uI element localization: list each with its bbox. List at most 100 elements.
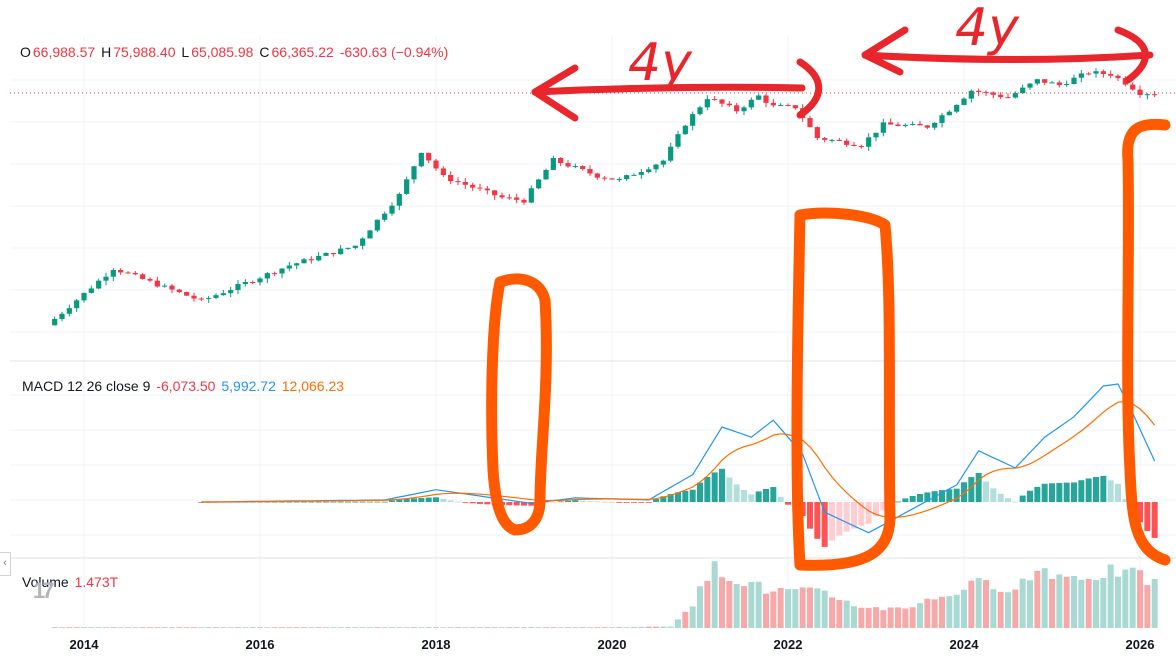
volume-bar — [161, 627, 168, 628]
volume-legend[interactable]: Volume 1.473T — [22, 574, 120, 590]
volume-bar — [499, 627, 505, 628]
macd-hist-bar — [755, 491, 762, 502]
candle-body — [616, 179, 622, 181]
macd-hist-bar — [418, 497, 425, 502]
macd-hist-bar — [645, 502, 652, 503]
macd-hist-bar — [1107, 480, 1114, 502]
tradingview-logo[interactable]: 17 — [33, 578, 55, 603]
volume-bar — [565, 627, 571, 628]
candle-body — [426, 152, 432, 161]
volume-bar — [946, 596, 953, 628]
candle-body — [81, 292, 87, 301]
candle-body — [257, 278, 263, 283]
volume-bar — [763, 593, 769, 628]
candle-body — [492, 190, 498, 196]
candle-body — [52, 318, 58, 326]
volume-bar — [521, 627, 527, 628]
candle-body — [74, 300, 80, 309]
candle-body — [631, 174, 637, 176]
volume-bar — [1063, 576, 1070, 628]
volume-bar — [147, 627, 153, 628]
candle-body — [1137, 89, 1143, 95]
volume-bar — [557, 627, 564, 628]
candle-body — [756, 95, 762, 100]
volume-bar — [807, 587, 813, 628]
volume-bar — [983, 580, 989, 628]
candle-body — [140, 274, 146, 279]
volume-bar — [667, 626, 674, 628]
volume-bar — [741, 586, 747, 628]
x-tick-label: 2022 — [773, 637, 803, 652]
volume-bar — [748, 581, 755, 628]
candle-body — [1093, 71, 1099, 74]
candle-body — [888, 122, 894, 125]
volume-bar — [1027, 580, 1033, 628]
candle-body — [836, 139, 842, 141]
volume-bar — [257, 627, 263, 628]
candle-body — [308, 259, 314, 261]
volume-bar — [381, 627, 388, 628]
macd-hist-bar — [315, 501, 322, 503]
macd-hist-bar — [1005, 498, 1011, 502]
volume-bar — [337, 627, 344, 628]
low-value: 65,085.98 — [191, 44, 254, 60]
candle-body — [154, 280, 160, 287]
candle-body — [477, 187, 483, 189]
volume-bar — [66, 627, 73, 628]
macd-hist-bar — [1019, 495, 1026, 502]
macd-hist-bar — [425, 497, 432, 502]
candle-body — [748, 99, 754, 108]
candle-body — [660, 160, 666, 165]
candle-body — [404, 179, 410, 194]
candle-body — [514, 197, 520, 200]
volume-bar — [1019, 578, 1026, 628]
candle-body — [462, 182, 468, 185]
candle-body — [792, 105, 798, 109]
candle-body — [580, 166, 586, 170]
volume-bar — [939, 596, 945, 628]
change-value: -630.63 (−0.94%) — [339, 44, 449, 60]
macd-legend[interactable]: MACD 12 26 close 9 -6,073.50 5,992.72 12… — [22, 378, 346, 394]
volume-bar — [645, 626, 652, 628]
macd-hist-bar — [521, 502, 527, 506]
macd-hist-bar — [1078, 480, 1085, 502]
candle-body — [96, 280, 102, 289]
volume-bar — [227, 627, 234, 628]
volume-bar — [924, 598, 931, 628]
candle-body — [778, 105, 784, 107]
volume-bar — [587, 627, 593, 628]
candle-body — [565, 163, 571, 167]
candle-body — [939, 115, 945, 123]
chevron-left-icon[interactable]: ‹ — [0, 552, 11, 576]
macd-hist-bar — [323, 501, 329, 503]
candle-body — [807, 118, 813, 128]
macd-hist-bar — [1012, 501, 1019, 503]
volume-bar — [843, 600, 850, 628]
volume-bar — [308, 627, 315, 628]
macd-hist-bar — [924, 492, 931, 502]
candle-body — [609, 178, 615, 180]
macd-hist-bar — [829, 502, 835, 541]
candle-body — [932, 122, 938, 128]
macd-hist-bar — [719, 468, 725, 502]
macd-hist-bar — [990, 488, 997, 502]
open-value: 66,988.57 — [32, 44, 96, 60]
candle-body — [250, 281, 256, 283]
macd-hist-bar — [462, 502, 469, 503]
macd-hist-bar — [403, 498, 410, 502]
candle-body — [66, 308, 72, 314]
macd-hist-bar — [271, 501, 278, 503]
candle-body — [279, 268, 285, 274]
macd-hist-bar — [1100, 475, 1107, 502]
volume-bar — [631, 626, 637, 628]
candle-body — [360, 238, 366, 246]
macd-name: MACD 12 26 close 9 — [22, 378, 151, 394]
macd-hist-bar — [660, 496, 667, 502]
macd-hist-bar — [609, 501, 615, 503]
macd-hist-bar — [880, 502, 887, 511]
volume-bar — [117, 627, 124, 628]
macd-hist-bar — [807, 502, 813, 529]
macd-hist-bar — [814, 502, 821, 539]
